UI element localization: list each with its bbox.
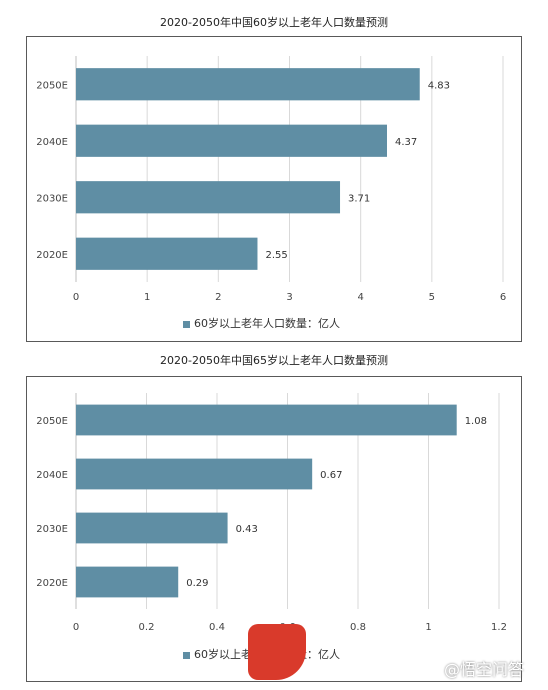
data-label: 2.55: [265, 250, 287, 261]
bar-chart-60plus: 0 1 2 3 4 5 6 2050E 4.83 2040E 4.37 2030E 3.71 2020E 2…: [36, 56, 506, 303]
data-label: 0.29: [186, 578, 208, 589]
x-tick-label: 0: [73, 292, 79, 303]
x-tick-label: 2: [215, 292, 221, 303]
category-label: 2030E: [36, 524, 68, 535]
legend-swatch: [183, 651, 190, 659]
legend-swatch: [183, 320, 190, 328]
watermark: @悟空问答: [244, 620, 544, 690]
x-tick-label: 0.8: [350, 622, 366, 633]
bar: [76, 124, 387, 157]
x-tick-label: 1: [425, 622, 431, 633]
watermark-text: @悟空问答: [444, 660, 525, 679]
x-tick-label: 0: [73, 622, 79, 633]
legend-label: 60岁以上老年人口数量：亿人: [194, 317, 340, 330]
chart-legend: 60岁以上老年人口数量：亿人: [183, 315, 340, 331]
category-label: 2030E: [36, 193, 68, 204]
x-tick-label: 1.2: [491, 622, 507, 633]
chart-title: 2020-2050年中国65岁以上老年人口数量预测: [160, 354, 388, 367]
x-tick-label: 4: [357, 292, 363, 303]
x-tick-label: 3: [286, 292, 292, 303]
data-label: 4.37: [395, 137, 417, 148]
bar: [76, 404, 457, 436]
x-tick-label: 1: [144, 292, 150, 303]
category-label: 2020E: [36, 250, 68, 261]
data-label: 0.43: [236, 524, 258, 535]
data-label: 0.67: [320, 470, 342, 481]
bar: [76, 512, 228, 544]
bar: [76, 237, 258, 270]
x-tick-label: 6: [500, 292, 506, 303]
category-label: 2050E: [36, 416, 68, 427]
x-tick-label: 5: [429, 292, 435, 303]
category-label: 2040E: [36, 137, 68, 148]
data-label: 3.71: [348, 193, 370, 204]
x-tick-label: 0.2: [139, 622, 155, 633]
wukong-logo-icon: [248, 624, 306, 680]
bar: [76, 181, 341, 214]
data-label: 4.83: [428, 80, 450, 91]
bar: [76, 458, 313, 490]
chart-title: 2020-2050年中国60岁以上老年人口数量预测: [160, 16, 388, 29]
data-label: 1.08: [465, 416, 487, 427]
x-tick-label: 0.4: [209, 622, 225, 633]
category-label: 2020E: [36, 578, 68, 589]
bar: [76, 566, 179, 598]
category-label: 2040E: [36, 470, 68, 481]
bar: [76, 68, 420, 101]
category-label: 2050E: [36, 80, 68, 91]
